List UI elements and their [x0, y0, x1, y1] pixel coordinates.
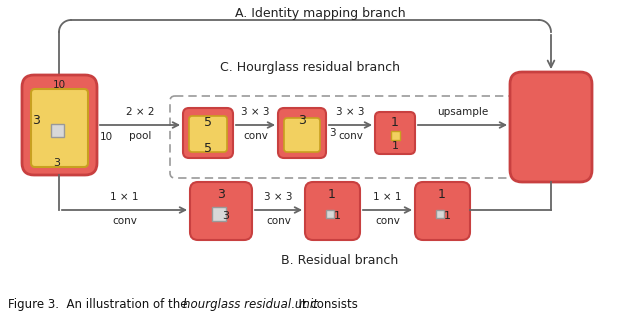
Bar: [390, 131, 399, 139]
Bar: [212, 207, 226, 221]
FancyBboxPatch shape: [190, 182, 252, 240]
Text: 1: 1: [391, 116, 399, 129]
FancyBboxPatch shape: [284, 118, 320, 152]
Text: 3: 3: [298, 115, 306, 128]
Text: hourglass residual unit: hourglass residual unit: [183, 298, 317, 311]
Text: pool: pool: [129, 131, 151, 141]
Text: 1: 1: [438, 188, 446, 201]
Text: Figure 3.  An illustration of the: Figure 3. An illustration of the: [8, 298, 191, 311]
FancyBboxPatch shape: [31, 89, 88, 167]
Text: 1 × 1: 1 × 1: [110, 192, 139, 202]
Text: 1: 1: [444, 211, 451, 221]
FancyBboxPatch shape: [278, 108, 326, 158]
Text: conv: conv: [266, 216, 291, 226]
Text: 3: 3: [329, 128, 335, 138]
Text: 3 × 3: 3 × 3: [241, 107, 269, 117]
Text: . It consists: . It consists: [291, 298, 358, 311]
Text: 3 × 3: 3 × 3: [264, 192, 292, 202]
Bar: [326, 210, 334, 218]
FancyBboxPatch shape: [375, 112, 415, 154]
Text: C. Hourglass residual branch: C. Hourglass residual branch: [220, 62, 400, 74]
Text: B. Residual branch: B. Residual branch: [282, 254, 399, 267]
Text: 5: 5: [204, 141, 212, 154]
FancyBboxPatch shape: [22, 75, 97, 175]
Text: 10: 10: [100, 132, 113, 142]
Text: 1 × 1: 1 × 1: [373, 192, 402, 202]
Text: upsample: upsample: [437, 107, 488, 117]
Text: 1: 1: [328, 188, 336, 201]
FancyBboxPatch shape: [183, 108, 233, 158]
FancyBboxPatch shape: [510, 72, 592, 182]
Bar: [51, 124, 63, 136]
Text: 3: 3: [54, 158, 61, 168]
Text: 2 × 2: 2 × 2: [125, 107, 154, 117]
Text: 3: 3: [223, 211, 230, 221]
Text: 3: 3: [217, 188, 225, 201]
Text: conv: conv: [243, 131, 268, 141]
Text: 5: 5: [204, 116, 212, 129]
Text: A. Identity mapping branch: A. Identity mapping branch: [235, 6, 405, 19]
Text: conv: conv: [338, 131, 363, 141]
Text: conv: conv: [112, 216, 137, 226]
Text: conv: conv: [375, 216, 400, 226]
FancyBboxPatch shape: [189, 116, 227, 152]
Text: 10: 10: [52, 80, 65, 90]
Text: 3: 3: [32, 114, 40, 127]
Bar: [436, 210, 444, 218]
FancyBboxPatch shape: [305, 182, 360, 240]
Text: 1: 1: [333, 211, 340, 221]
Text: 1: 1: [392, 141, 399, 151]
Text: 3 × 3: 3 × 3: [336, 107, 365, 117]
FancyBboxPatch shape: [415, 182, 470, 240]
